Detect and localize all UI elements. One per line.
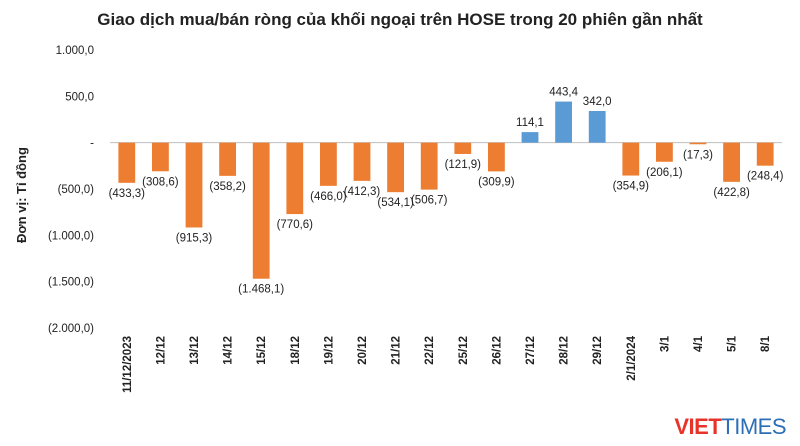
y-tick-label: 500,0 [65, 91, 94, 103]
x-tick-label: 5/1 [727, 335, 739, 352]
bar-18-12 [286, 142, 304, 215]
bar-20-12 [353, 142, 371, 181]
bar-22-12 [420, 142, 438, 190]
x-tick-label: 2/1/2024 [626, 335, 638, 380]
x-tick-label: 21/12 [391, 336, 403, 365]
x-tick-label: 22/12 [424, 336, 436, 365]
bar-12-12 [152, 142, 169, 172]
logo-part-viet: VIET [674, 414, 722, 439]
data-label: (506,7) [411, 195, 448, 207]
x-tick-label: 25/12 [458, 336, 470, 365]
data-label: (121,9) [445, 159, 482, 171]
x-tick-label: 28/12 [559, 336, 571, 365]
x-tick-label: 27/12 [525, 336, 537, 365]
data-label: (422,8) [713, 187, 750, 199]
x-tick-label: 11/12/2023 [122, 336, 134, 393]
bar-8-1 [756, 142, 774, 166]
data-label: 114,1 [516, 117, 544, 129]
bar-5-1 [723, 142, 740, 182]
data-label: (308,6) [142, 176, 179, 188]
data-label: (309,9) [478, 176, 515, 188]
x-tick-label: 19/12 [323, 336, 335, 365]
data-label: 443,4 [549, 87, 578, 99]
bar-27-12 [521, 132, 539, 143]
data-label: (534,1) [377, 197, 414, 209]
x-tick-label: 29/12 [592, 336, 604, 365]
bar-13-12 [185, 142, 203, 228]
data-label: (354,9) [613, 181, 650, 193]
x-tick-label: 15/12 [256, 336, 268, 365]
bar-3-1 [656, 142, 673, 162]
data-label: (248,4) [747, 171, 784, 183]
chart-title: Giao dịch mua/bán ròng của khối ngoại tr… [97, 10, 703, 29]
y-tick-label: (1.000,0) [48, 230, 94, 242]
x-tick-label: 14/12 [223, 336, 235, 365]
bar-14-12 [219, 142, 236, 176]
x-tick-label: 13/12 [189, 336, 201, 365]
bar-4-1 [689, 142, 707, 145]
bar-28-12 [555, 101, 572, 143]
x-tick-label: 4/1 [693, 335, 705, 352]
y-tick-label: (500,0) [58, 184, 95, 196]
data-label: (412,3) [344, 186, 381, 198]
data-label: (17,3) [683, 149, 713, 161]
data-label: 342,0 [583, 96, 612, 108]
bar-15-12 [252, 142, 270, 279]
bar-19-12 [320, 142, 337, 186]
x-tick-label: 26/12 [491, 336, 503, 365]
bar-21-12 [387, 142, 404, 193]
x-tick-label: 20/12 [357, 336, 369, 365]
x-tick-label: 8/1 [760, 335, 772, 352]
x-tick-label: 12/12 [155, 336, 167, 365]
y-tick-label: (1.500,0) [48, 277, 94, 289]
y-tick-label: 1.000,0 [56, 45, 94, 57]
bar-25-12 [454, 142, 472, 154]
bar-29-12 [588, 110, 606, 143]
data-label: (358,2) [209, 181, 246, 193]
logo-part-times: TIMES [721, 414, 786, 439]
data-label: (915,3) [176, 232, 213, 244]
x-tick-label: 3/1 [659, 335, 671, 352]
bar-2-1-2024 [622, 142, 640, 176]
data-label: (433,3) [109, 188, 146, 200]
bar-11-12-2023 [118, 142, 136, 183]
y-tick-label: - [90, 138, 94, 150]
data-label: (770,6) [277, 219, 314, 231]
viettimes-logo: VIETTIMES [674, 414, 786, 440]
y-axis-title: Đơn vị: Tỉ đồng [14, 147, 29, 243]
data-label: (1.468,1) [238, 284, 284, 296]
x-tick-label: 18/12 [290, 336, 302, 365]
bar-26-12 [488, 142, 505, 172]
y-tick-label: (2.000,0) [48, 323, 94, 335]
data-label: (206,1) [646, 167, 683, 179]
data-label: (466,0) [310, 191, 347, 203]
